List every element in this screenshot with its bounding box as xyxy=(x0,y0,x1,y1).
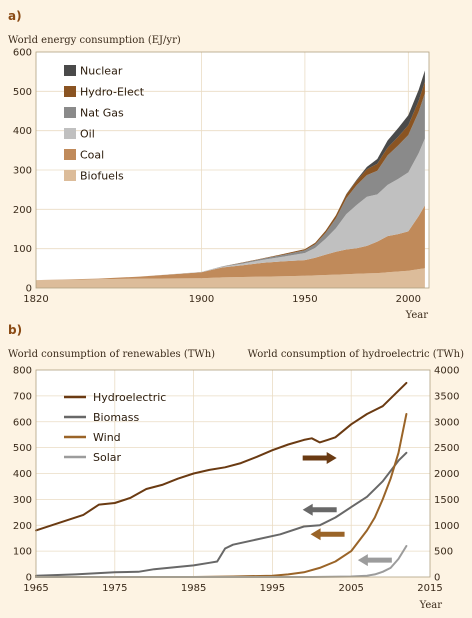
legend-swatch-hydro-elect xyxy=(64,86,76,97)
panel-b-label: b) xyxy=(8,323,22,337)
chart-b-y-tick-label-left: 200 xyxy=(13,521,32,532)
chart-a-xlabel: Year xyxy=(405,310,429,321)
chart-b-y-ticks-right: 0 500 1000 1500 2000 2500 3000 3500 4000 xyxy=(434,366,459,584)
legend-item-nuclear: Nuclear xyxy=(64,65,123,78)
arrow-head xyxy=(310,528,321,541)
chart-a-x-tick-label: 1950 xyxy=(292,294,317,305)
area-biofuels xyxy=(36,268,425,288)
legend-item-biomass: Biomass xyxy=(64,411,140,424)
legend-swatch-coal xyxy=(64,149,76,160)
arrow-hydroelectric xyxy=(302,451,337,464)
chart-b-y-tick-label-right: 2500 xyxy=(434,443,459,454)
arrow-solar xyxy=(357,554,392,567)
chart-b-y-tick-label-left: 300 xyxy=(13,495,32,506)
chart-a-frame xyxy=(35,51,430,289)
arrow-wind xyxy=(310,528,345,541)
legend-label-biomass: Biomass xyxy=(93,411,140,424)
chart-b-y-tick-label-left: 600 xyxy=(13,417,32,428)
legend-label-nat-gas: Nat Gas xyxy=(80,107,124,120)
arrow-head xyxy=(357,554,368,567)
chart-a-areas xyxy=(36,70,425,288)
legend-item-oil: Oil xyxy=(64,128,95,141)
chart-b-y-tick-label-left: 0 xyxy=(26,573,32,584)
legend-label-wind: Wind xyxy=(93,431,121,444)
chart-b-x-tick-label: 2005 xyxy=(338,583,363,594)
legend-label-hydro-elect: Hydro-Elect xyxy=(80,86,145,99)
legend-label-hydroelectric: Hydroelectric xyxy=(93,391,166,404)
legend-label-oil: Oil xyxy=(80,128,95,141)
chart-b-y-tick-label-left: 400 xyxy=(13,469,32,480)
chart-b-x-tick-label: 2015 xyxy=(417,583,442,594)
chart-a-x-tick-label: 1820 xyxy=(23,294,48,305)
chart-a-x-tick-label: 2000 xyxy=(396,294,421,305)
area-coal xyxy=(36,205,425,281)
chart-b-y-tick-label-right: 1000 xyxy=(434,521,459,532)
chart-a-grid xyxy=(36,52,429,288)
panel-a-label: a) xyxy=(8,9,22,23)
chart-b-y-tick-label-right: 3500 xyxy=(434,391,459,402)
chart-b-y-tick-label-right: 4000 xyxy=(434,366,459,377)
chart-b-y-tick-label-right: 0 xyxy=(434,573,440,584)
legend-item-hydro-elect: Hydro-Elect xyxy=(64,86,145,99)
chart-b-ylabel-left: World consumption of renewables (TWh) xyxy=(8,349,215,360)
chart-b-x-tick-label: 1995 xyxy=(260,583,285,594)
chart-a-y-tick-label: 200 xyxy=(13,205,32,216)
legend-swatch-nuclear xyxy=(64,65,76,76)
chart-a-y-ticks: 0 100 200 300 400 500 600 xyxy=(13,48,32,295)
chart-b-legend: Hydroelectric Biomass Wind Solar xyxy=(64,391,166,464)
chart-b-x-tick-label: 1975 xyxy=(102,583,127,594)
chart-b-y-tick-label-left: 500 xyxy=(13,443,32,454)
chart-a-legend: Nuclear Hydro-Elect Nat Gas Oil Coal Biofuels xyxy=(64,65,145,183)
chart-b-arrows xyxy=(302,451,392,567)
legend-label-solar: Solar xyxy=(93,451,122,464)
chart-b-y-tick-label-left: 700 xyxy=(13,391,32,402)
chart-b-x-ticks: 1965 1975 1985 1995 2005 2015 xyxy=(23,583,442,594)
chart-a-y-tick-label: 0 xyxy=(26,284,32,295)
legend-item-solar: Solar xyxy=(64,451,122,464)
chart-a-y-tick-label: 100 xyxy=(13,244,32,255)
line-hydroelectric xyxy=(35,381,408,532)
area-nat-gas xyxy=(36,93,425,281)
legend-swatch-nat-gas xyxy=(64,107,76,118)
line-biomass xyxy=(35,451,408,577)
chart-b-y-tick-label-right: 1500 xyxy=(434,495,459,506)
chart-b-y-tick-label-right: 500 xyxy=(434,547,453,558)
legend-item-hydroelectric: Hydroelectric xyxy=(64,391,166,404)
chart-b-xlabel: Year xyxy=(419,600,443,611)
chart-a-y-tick-label: 600 xyxy=(13,48,32,59)
chart-b-y-tick-label-left: 100 xyxy=(13,547,32,558)
chart-a-y-tick-label: 300 xyxy=(13,166,32,177)
legend-swatch-biofuels xyxy=(64,170,76,181)
chart-a-x-ticks: 1820 1900 1950 2000 xyxy=(23,294,421,305)
chart-a-x-tick-label: 1900 xyxy=(189,294,214,305)
chart-b-y-ticks-left: 0 100 200 300 400 500 600 700 800 xyxy=(13,366,32,584)
arrow-biomass xyxy=(302,503,337,516)
chart-b-y-tick-label-right: 3000 xyxy=(434,417,459,428)
legend-item-nat-gas: Nat Gas xyxy=(64,107,124,120)
chart-b-y-tick-label-right: 2000 xyxy=(434,469,459,480)
legend-label-coal: Coal xyxy=(80,149,104,162)
legend-label-nuclear: Nuclear xyxy=(80,65,123,78)
arrow-head xyxy=(326,451,337,464)
chart-a-y-tick-label: 500 xyxy=(13,87,32,98)
legend-label-biofuels: Biofuels xyxy=(80,170,124,183)
legend-swatch-oil xyxy=(64,128,76,139)
chart-a-y-tick-label: 400 xyxy=(13,126,32,137)
chart-a-title: World energy consumption (EJ/yr) xyxy=(8,35,181,46)
chart-b-frame xyxy=(35,369,431,578)
legend-item-biofuels: Biofuels xyxy=(64,170,124,183)
legend-item-wind: Wind xyxy=(64,431,121,444)
chart-b-x-tick-label: 1965 xyxy=(23,583,48,594)
chart-b-x-tick-label: 1985 xyxy=(181,583,206,594)
arrow-head xyxy=(302,503,313,516)
legend-item-coal: Coal xyxy=(64,149,104,162)
chart-b-y-tick-label-left: 800 xyxy=(13,366,32,377)
area-oil xyxy=(36,138,425,281)
chart-b-ylabel-right: World consumption of hydroelectric (TWh) xyxy=(248,349,464,360)
